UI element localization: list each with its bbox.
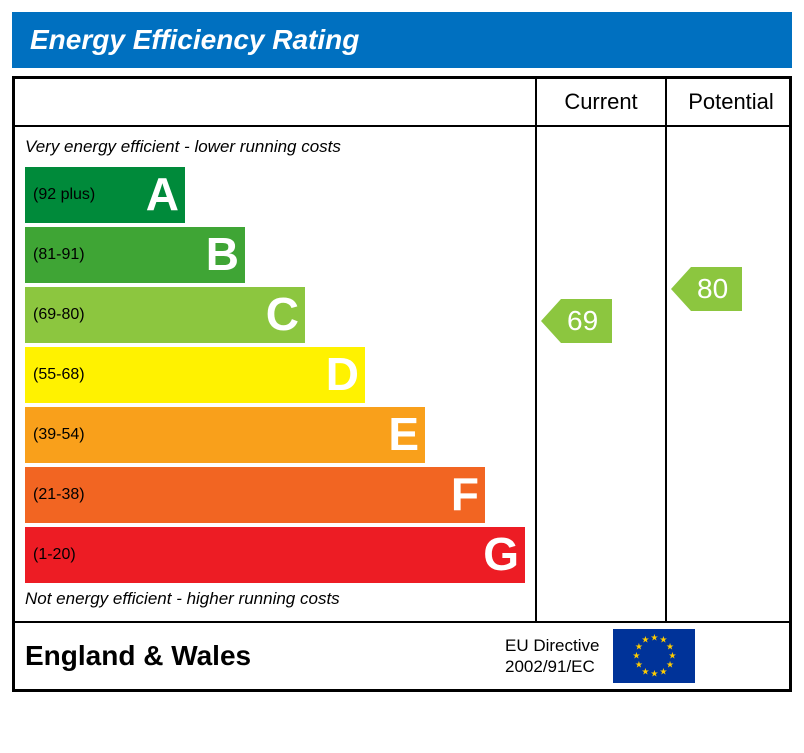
directive-line1: EU Directive [505, 635, 599, 656]
band-bar: (81-91) B [25, 227, 245, 283]
band-range: (39-54) [25, 426, 85, 444]
header-row: Current Potential [15, 79, 789, 127]
column-header-potential: Potential [665, 79, 795, 125]
band-bar: (21-38) F [25, 467, 485, 523]
band-letter: F [451, 467, 479, 521]
chart-frame: Current Potential Very energy efficient … [12, 76, 792, 692]
pointer-value: 80 [691, 267, 742, 311]
eu-star-icon: ★ [641, 635, 649, 646]
header-spacer [15, 79, 535, 125]
band-letter: C [266, 287, 299, 341]
band-b: (81-91) B [25, 227, 535, 283]
band-range: (21-38) [25, 486, 85, 504]
footer-directive: EU Directive 2002/91/EC [505, 635, 607, 678]
band-range: (55-68) [25, 366, 85, 384]
band-a: (92 plus) A [25, 167, 535, 223]
footer-region: England & Wales [25, 640, 505, 672]
band-bar: (55-68) D [25, 347, 365, 403]
band-bar: (69-80) C [25, 287, 305, 343]
band-letter: A [146, 167, 179, 221]
band-letter: D [326, 347, 359, 401]
footer-row: England & Wales EU Directive 2002/91/EC … [15, 623, 789, 689]
band-e: (39-54) E [25, 407, 535, 463]
rating-pointer-current: 69 [541, 299, 612, 343]
bands-area: Very energy efficient - lower running co… [15, 127, 535, 621]
pointer-arrow-icon [671, 267, 691, 311]
chart-body: Very energy efficient - lower running co… [15, 127, 789, 623]
directive-line2: 2002/91/EC [505, 656, 599, 677]
eu-star-icon: ★ [650, 633, 658, 644]
eu-flag-icon: ★★★★★★★★★★★★ [613, 629, 695, 683]
band-f: (21-38) F [25, 467, 535, 523]
band-range: (92 plus) [25, 186, 95, 204]
epc-chart: Energy Efficiency Rating Current Potenti… [12, 12, 792, 692]
band-c: (69-80) C [25, 287, 535, 343]
band-letter: E [388, 407, 419, 461]
band-range: (1-20) [25, 546, 76, 564]
title-bar: Energy Efficiency Rating [12, 12, 792, 68]
band-letter: G [483, 527, 519, 581]
band-d: (55-68) D [25, 347, 535, 403]
band-bar: (92 plus) A [25, 167, 185, 223]
rating-column-current: 69 [535, 127, 665, 621]
rating-pointer-potential: 80 [671, 267, 742, 311]
band-bar: (39-54) E [25, 407, 425, 463]
column-header-current: Current [535, 79, 665, 125]
pointer-value: 69 [561, 299, 612, 343]
band-letter: B [206, 227, 239, 281]
rating-column-potential: 80 [665, 127, 795, 621]
band-range: (69-80) [25, 306, 85, 324]
band-range: (81-91) [25, 246, 85, 264]
caption-bottom: Not energy efficient - higher running co… [15, 587, 535, 615]
eu-star-icon: ★ [650, 669, 658, 680]
band-bar: (1-20) G [25, 527, 525, 583]
pointer-arrow-icon [541, 299, 561, 343]
chart-title: Energy Efficiency Rating [30, 24, 359, 55]
eu-star-icon: ★ [659, 666, 667, 677]
band-g: (1-20) G [25, 527, 535, 583]
caption-top: Very energy efficient - lower running co… [15, 135, 535, 163]
